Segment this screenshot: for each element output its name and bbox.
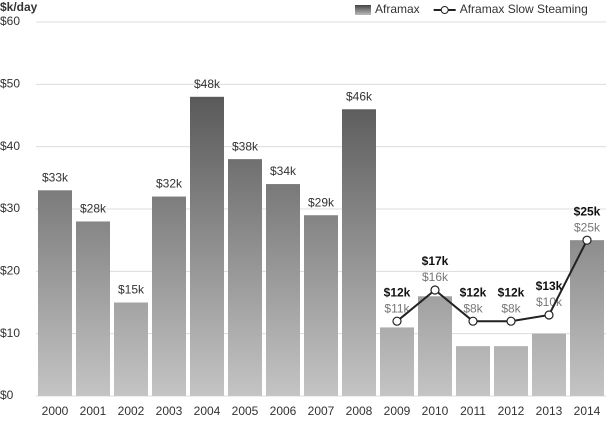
bar-value-label: $33k — [42, 170, 69, 184]
line-value-label: $12k — [498, 285, 525, 299]
x-tick-label: 2002 — [118, 404, 145, 418]
x-tick-label: 2014 — [574, 404, 601, 418]
y-tick-label: $60 — [0, 14, 20, 28]
bar — [456, 346, 490, 396]
legend-swatch — [355, 5, 371, 15]
bar — [228, 159, 262, 396]
x-tick-label: 2004 — [194, 404, 221, 418]
x-tick-label: 2013 — [536, 404, 563, 418]
x-tick-label: 2010 — [422, 404, 449, 418]
bar-value-label: $46k — [346, 89, 373, 103]
line — [396, 239, 588, 323]
y-axis-label: $k/day — [0, 0, 38, 14]
bar — [152, 196, 186, 396]
bar-value-label: $15k — [118, 283, 145, 297]
line-point — [582, 235, 592, 245]
legend-label: Aframax Slow Steaming — [460, 2, 588, 16]
bar — [76, 221, 110, 396]
x-tick-label: 2005 — [232, 404, 259, 418]
legend-label: Aframax — [375, 2, 420, 16]
bar-value-label: $34k — [270, 164, 297, 178]
bar — [266, 184, 300, 396]
x-tick-label: 2001 — [80, 404, 107, 418]
bar — [190, 96, 224, 397]
line-point — [506, 316, 516, 326]
line-point — [468, 316, 478, 326]
line-value-label: $25k — [574, 204, 601, 218]
bar — [304, 215, 338, 396]
bar — [494, 346, 528, 396]
y-tick-label: $10 — [0, 326, 20, 340]
legend-swatch — [440, 6, 449, 14]
x-tick-label: 2003 — [156, 404, 183, 418]
bar-value-label: $48k — [194, 77, 221, 91]
bar-value-label: $25k — [574, 220, 601, 234]
y-tick-label: $20 — [0, 264, 20, 278]
line-value-label: $13k — [536, 279, 563, 293]
x-tick-label: 2000 — [42, 404, 69, 418]
bar — [114, 302, 148, 396]
bar-value-label: $29k — [308, 195, 335, 209]
bar — [342, 109, 376, 397]
line-value-label: $12k — [384, 285, 411, 299]
bar — [570, 240, 604, 396]
bar-value-label: $38k — [232, 139, 259, 153]
line-point — [392, 316, 402, 326]
line-value-label: $17k — [422, 254, 449, 268]
bar — [38, 190, 72, 396]
bar-value-label: $8k — [463, 301, 483, 315]
bar — [418, 296, 452, 396]
bar — [380, 327, 414, 396]
bar-value-label: $16k — [422, 270, 449, 284]
y-tick-label: $30 — [0, 201, 20, 215]
bar-value-label: $32k — [156, 177, 183, 191]
bar-value-label: $8k — [501, 301, 521, 315]
y-tick-label: $0 — [0, 388, 14, 402]
x-tick-label: 2009 — [384, 404, 411, 418]
bar-value-label: $28k — [80, 202, 107, 216]
x-tick-label: 2006 — [270, 404, 297, 418]
y-tick-label: $50 — [0, 77, 20, 91]
line-point — [544, 310, 554, 320]
x-tick-label: 2012 — [498, 404, 525, 418]
y-tick-label: $40 — [0, 139, 20, 153]
line-point — [430, 285, 440, 295]
line-value-label: $12k — [460, 285, 487, 299]
x-tick-label: 2008 — [346, 404, 373, 418]
bar-value-label: $11k — [384, 301, 410, 315]
x-tick-label: 2007 — [308, 404, 335, 418]
bar — [532, 333, 566, 396]
x-tick-label: 2011 — [460, 404, 486, 418]
